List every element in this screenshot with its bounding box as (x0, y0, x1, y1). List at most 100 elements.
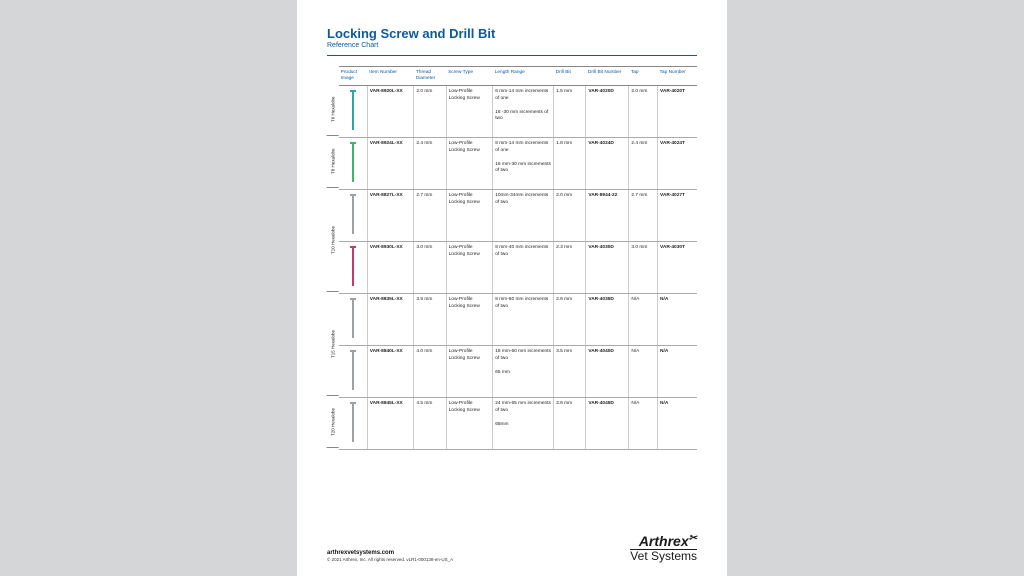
column-header: Tap Number (658, 67, 697, 86)
column-header: Product Image (339, 67, 368, 86)
length-range-cell: 18 mm-60 mm increments of two 65 mm (493, 346, 554, 398)
screw-type-cell: Low-Profile Locking Screw (446, 86, 493, 138)
item-number-cell: VAR-8827L-XX (367, 190, 414, 242)
reference-table: Product ImageItem NumberThread DiameterS… (339, 66, 697, 450)
tap-cell: 3.0 mm (629, 242, 658, 294)
logo-top: Arthrex✂ (630, 534, 697, 548)
group-label: T20 Hexalobe (327, 396, 339, 448)
footer: arthrexvetsystems.com © 2021 Arthrex, In… (327, 534, 697, 562)
table-header-row: Product ImageItem NumberThread DiameterS… (339, 67, 697, 86)
thread-diameter-cell: 3.0 mm (414, 242, 446, 294)
tap-cell: 2.0 mm (629, 86, 658, 138)
screw-type-cell: Low-Profile Locking Screw (446, 190, 493, 242)
screw-type-cell: Low-Profile Locking Screw (446, 242, 493, 294)
scissors-icon: ✂ (689, 534, 697, 544)
screw-type-cell: Low-Profile Locking Screw (446, 138, 493, 190)
table-row: VAR-8845L-XX4.5 mmLow-Profile Locking Sc… (339, 398, 697, 450)
product-image-cell (339, 294, 368, 346)
product-image-cell (339, 86, 368, 138)
screw-type-cell: Low-Profile Locking Screw (446, 346, 493, 398)
column-header: Thread Diameter (414, 67, 446, 86)
column-header: Length Range (493, 67, 554, 86)
column-header: Item Number (367, 67, 414, 86)
table-row: VAR-8835L-XX3.5 mmLow-Profile Locking Sc… (339, 294, 697, 346)
tap-number-cell: VAR-4027T (658, 190, 697, 242)
page-title: Locking Screw and Drill Bit (327, 26, 697, 41)
column-header: Screw Type (446, 67, 493, 86)
divider (327, 55, 697, 56)
column-header: Tap (629, 67, 658, 86)
drill-bit-number-cell: VAR-8944-22 (586, 190, 629, 242)
table-row: VAR-8924L-XX2.4 mmLow-Profile Locking Sc… (339, 138, 697, 190)
drill-bit-number-cell: VAR-4040D (586, 346, 629, 398)
drill-bit-number-cell: VAR-4020D (586, 86, 629, 138)
screw-type-cell: Low-Profile Locking Screw (446, 294, 493, 346)
group-label: T10 Hexalobe (327, 188, 339, 292)
length-range-cell: 24 mm-65 mm increments of two 65mm (493, 398, 554, 450)
length-range-cell: 10mm-34mm increments of two (493, 190, 554, 242)
tap-number-cell: VAR-4030T (658, 242, 697, 294)
product-image-cell (339, 398, 368, 450)
table-row: VAR-8920L-XX2.0 mmLow-Profile Locking Sc… (339, 86, 697, 138)
document-page: Locking Screw and Drill Bit Reference Ch… (297, 0, 727, 576)
length-range-cell: 8 mm-14 mm increments of one 16 mm-30 mm… (493, 138, 554, 190)
length-range-cell: 6 mm-14 mm increments of one 16 -30 mm i… (493, 86, 554, 138)
column-header: Drill Bit Number (586, 67, 629, 86)
drill-bit-cell: 1.5 mm (554, 86, 586, 138)
length-range-cell: 8 mm-60 mm increments of two (493, 294, 554, 346)
footer-copyright: © 2021 Arthrex, Inc. All rights reserved… (327, 557, 453, 562)
item-number-cell: VAR-8845L-XX (367, 398, 414, 450)
tap-cell: N/A (629, 398, 658, 450)
tap-cell: 2.4 mm (629, 138, 658, 190)
drill-bit-cell: 2.0 mm (554, 190, 586, 242)
column-header: Drill Bit (554, 67, 586, 86)
thread-diameter-cell: 2.7 mm (414, 190, 446, 242)
drill-bit-number-cell: VAR-4024D (586, 138, 629, 190)
footer-url: arthrexvetsystems.com (327, 550, 453, 556)
drill-bit-cell: 1.8 mm (554, 138, 586, 190)
product-image-cell (339, 242, 368, 294)
row-group-labels: T6 HexalobeT8 HexalobeT10 HexalobeT15 He… (327, 66, 339, 450)
page-subtitle: Reference Chart (327, 42, 697, 49)
footer-left: arthrexvetsystems.com © 2021 Arthrex, In… (327, 550, 453, 562)
length-range-cell: 8 mm-40 mm increments of two (493, 242, 554, 294)
tap-number-cell: N/A (658, 346, 697, 398)
drill-bit-cell: 2.8 mm (554, 294, 586, 346)
tap-number-cell: N/A (658, 294, 697, 346)
item-number-cell: VAR-8840L-XX (367, 346, 414, 398)
drill-bit-cell: 3.5 mm (554, 346, 586, 398)
group-label: T6 Hexalobe (327, 84, 339, 136)
drill-bit-number-cell: VAR-4035D (586, 294, 629, 346)
table-row: VAR-8840L-XX4.0 mmLow-Profile Locking Sc… (339, 346, 697, 398)
thread-diameter-cell: 4.0 mm (414, 346, 446, 398)
table-container: T6 HexalobeT8 HexalobeT10 HexalobeT15 He… (327, 66, 697, 450)
drill-bit-number-cell: VAR-4045D (586, 398, 629, 450)
tap-cell: N/A (629, 294, 658, 346)
product-image-cell (339, 346, 368, 398)
group-label: T8 Hexalobe (327, 136, 339, 188)
thread-diameter-cell: 4.5 mm (414, 398, 446, 450)
item-number-cell: VAR-8924L-XX (367, 138, 414, 190)
group-label: T15 Hexalobe (327, 292, 339, 396)
tap-number-cell: VAR-4024T (658, 138, 697, 190)
tap-cell: N/A (629, 346, 658, 398)
screw-type-cell: Low-Profile Locking Screw (446, 398, 493, 450)
table-row: VAR-8827L-XX2.7 mmLow-Profile Locking Sc… (339, 190, 697, 242)
drill-bit-cell: 2.3 mm (554, 242, 586, 294)
item-number-cell: VAR-8835L-XX (367, 294, 414, 346)
thread-diameter-cell: 2.4 mm (414, 138, 446, 190)
thread-diameter-cell: 2.0 mm (414, 86, 446, 138)
product-image-cell (339, 190, 368, 242)
drill-bit-number-cell: VAR-4030D (586, 242, 629, 294)
drill-bit-cell: 3.8 mm (554, 398, 586, 450)
table-body: VAR-8920L-XX2.0 mmLow-Profile Locking Sc… (339, 86, 697, 450)
tap-number-cell: N/A (658, 398, 697, 450)
item-number-cell: VAR-8920L-XX (367, 86, 414, 138)
tap-cell: 2.7 mm (629, 190, 658, 242)
thread-diameter-cell: 3.5 mm (414, 294, 446, 346)
item-number-cell: VAR-8930L-XX (367, 242, 414, 294)
logo-bottom: Vet Systems (630, 549, 697, 562)
brand-logo: Arthrex✂ Vet Systems (630, 534, 697, 562)
product-image-cell (339, 138, 368, 190)
table-row: VAR-8930L-XX3.0 mmLow-Profile Locking Sc… (339, 242, 697, 294)
